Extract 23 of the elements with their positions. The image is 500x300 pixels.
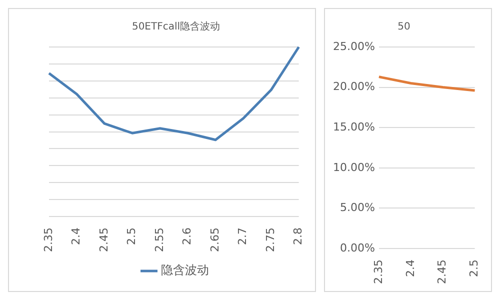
x-tick-label: 2.8 xyxy=(292,228,305,246)
x-tick-label: 2.35 xyxy=(372,260,385,284)
x-tick-label: 2.45 xyxy=(436,260,449,284)
x-tick-label: 2.65 xyxy=(208,228,222,252)
y-tick-label: 10.00% xyxy=(332,160,375,174)
x-tick-label: 2.35 xyxy=(42,228,55,252)
legend-label: 隐含波动 xyxy=(161,263,209,278)
x-tick-label: 2.75 xyxy=(264,228,277,252)
x-tick-label: 2.4 xyxy=(70,228,83,246)
x-tick-label: 2.6 xyxy=(180,228,194,246)
chart-title: 50ETFcall隐含波动 xyxy=(132,20,220,33)
x-tick-label: 2.4 xyxy=(404,260,417,278)
y-tick-label: 20.00% xyxy=(332,80,375,94)
y-tick-label: 0.00% xyxy=(340,241,375,254)
x-tick-label: 2.7 xyxy=(236,228,250,246)
y-tick-label: 25.00% xyxy=(332,40,375,53)
x-tick-label: 2.45 xyxy=(97,228,110,252)
x-tick-label: 2.5 xyxy=(468,260,481,278)
x-tick-label: 2.5 xyxy=(125,228,138,246)
x-tick-label: 2.55 xyxy=(152,228,166,252)
y-tick-label: 5.00% xyxy=(340,201,375,214)
chart-title: 50 xyxy=(398,22,410,33)
y-tick-label: 15.00% xyxy=(332,120,375,134)
